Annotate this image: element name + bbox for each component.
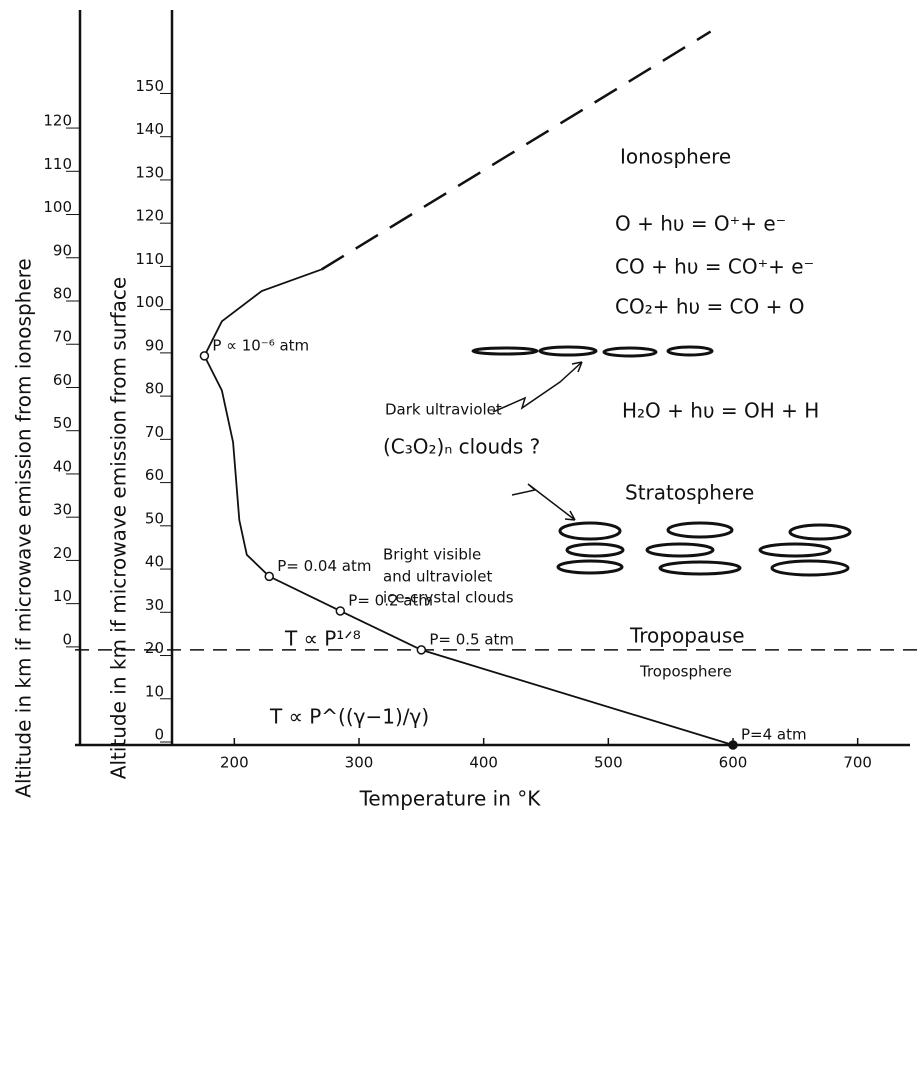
annotation: CO₂+ hυ = CO + O: [615, 295, 804, 319]
pressure-point: [416, 645, 427, 655]
profile-line: [203, 268, 734, 746]
annotation: Tropopause: [629, 624, 745, 648]
y-tick-label: 70: [145, 423, 164, 441]
annotation: Stratosphere: [625, 481, 754, 505]
y2-tick-label: 20: [53, 544, 72, 562]
annotation: Bright visible: [383, 546, 481, 564]
x-tick-label: 700: [843, 754, 872, 772]
annotation: O + hυ = O⁺+ e⁻: [615, 212, 786, 236]
annotation: and ultraviolet: [383, 568, 493, 586]
arrows: [492, 361, 583, 521]
annotation: Dark ultraviolet: [385, 401, 502, 419]
x-tick-label: 600: [719, 754, 748, 772]
pressure-label: P=4 atm: [741, 726, 807, 744]
y2-tick-label: 30: [53, 501, 72, 519]
annotation: (C₃O₂)ₙ clouds ?: [383, 435, 540, 459]
y2-tick-label: 50: [53, 414, 72, 432]
y-axis-label: Altitude in km if microwave emission fro…: [107, 277, 131, 779]
x-tick-label: 200: [220, 754, 249, 772]
y-tick-label: 10: [145, 682, 164, 700]
y2-tick-label: 70: [53, 328, 72, 346]
y2-tick-label: 80: [53, 285, 72, 303]
annotation: ice-crystal clouds: [383, 589, 514, 607]
pressure-point: [335, 606, 346, 616]
y-tick-label: 140: [135, 120, 164, 138]
x-tick-label: 500: [594, 754, 623, 772]
y2-tick-label: 110: [43, 155, 72, 173]
y-tick-label: 120: [135, 207, 164, 225]
y-tick-label: 90: [145, 336, 164, 354]
annotation: T ∝ P¹ᐟ⁸: [284, 627, 361, 651]
y2-tick-label: 100: [43, 198, 72, 216]
annotation: T ∝ P^((γ−1)/γ): [269, 705, 429, 729]
pressure-point: [264, 571, 274, 582]
pressure-label: P= 0.2 atm: [348, 591, 433, 609]
clouds: [471, 345, 852, 577]
y2-tick-label: 40: [53, 457, 72, 475]
x-axis-label: Temperature in °K: [359, 787, 542, 811]
annotation: H₂O + hυ = OH + H: [622, 399, 819, 423]
y-tick-label: 0: [154, 726, 164, 744]
profile-line: [320, 30, 712, 271]
y-tick-label: 100: [135, 293, 164, 311]
y-tick-label: 50: [145, 509, 164, 527]
pressure-point: [199, 351, 210, 361]
y2-tick-label: 120: [43, 112, 72, 130]
y2-tick-label: 10: [53, 587, 72, 605]
annotation: CO + hυ = CO⁺+ e⁻: [615, 255, 814, 279]
pressure-label: P= 0.5 atm: [429, 630, 514, 648]
pressure-label: P ∝ 10⁻⁶ atm: [212, 336, 309, 354]
y2-tick-label: 60: [53, 371, 72, 389]
y-tick-label: 110: [135, 250, 164, 268]
y-tick-label: 40: [145, 553, 164, 571]
y-tick-label: 60: [145, 466, 164, 484]
x-tick-label: 400: [469, 754, 498, 772]
y-tick-label: 80: [145, 380, 164, 398]
pressure-point: [728, 740, 738, 750]
y-tick-label: 130: [135, 163, 164, 181]
annotation: Ionosphere: [620, 145, 731, 169]
pressure-label: P= 0.04 atm: [277, 557, 371, 575]
y-tick-label: 30: [145, 596, 164, 614]
x-tick-label: 300: [345, 754, 374, 772]
y-tick-label: 150: [135, 77, 164, 95]
y2-axis-label: Altitude in km if microwave emission fro…: [12, 258, 36, 797]
y2-tick-label: 0: [62, 630, 72, 648]
y-tick-label: 20: [145, 639, 164, 657]
y2-tick-label: 90: [53, 241, 72, 259]
annotation: Troposphere: [639, 663, 732, 681]
